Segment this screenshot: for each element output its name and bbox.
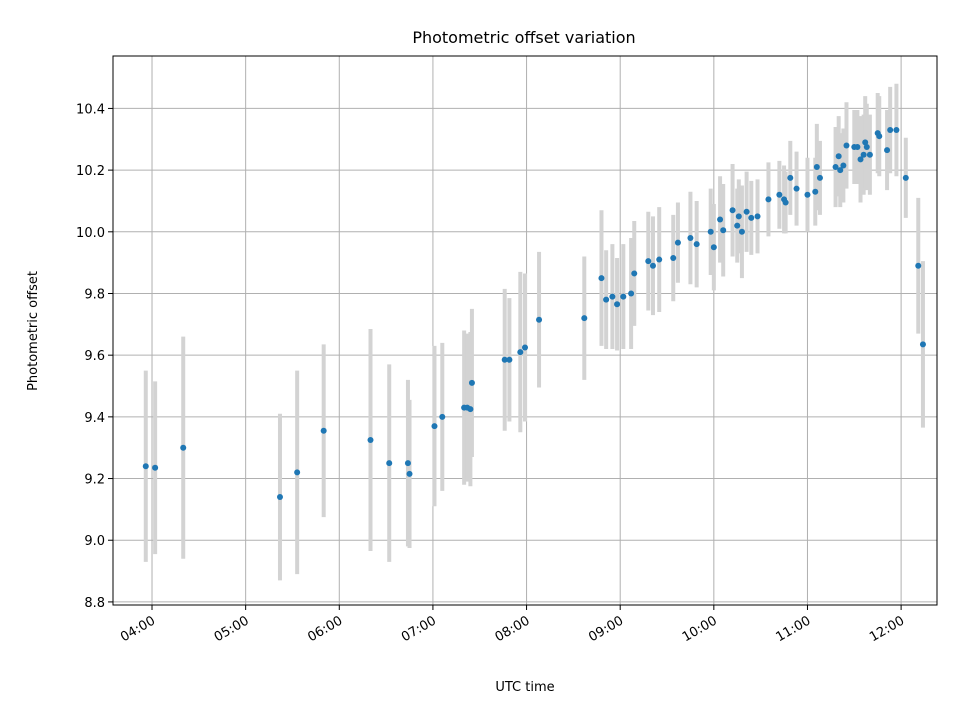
data-point bbox=[517, 349, 524, 356]
data-point bbox=[717, 216, 724, 223]
data-point bbox=[645, 258, 652, 265]
data-point bbox=[501, 356, 508, 363]
data-point bbox=[840, 162, 847, 169]
data-point bbox=[276, 494, 283, 501]
data-point bbox=[837, 167, 844, 174]
data-point bbox=[729, 207, 736, 214]
y-tick-label: 10.4 bbox=[76, 102, 105, 117]
data-point bbox=[603, 296, 610, 303]
data-point bbox=[735, 213, 742, 220]
data-point bbox=[506, 356, 513, 363]
data-point bbox=[720, 227, 727, 234]
data-point bbox=[674, 239, 681, 246]
data-point bbox=[294, 469, 301, 476]
data-point bbox=[439, 413, 446, 420]
data-point bbox=[142, 463, 149, 470]
data-point bbox=[180, 444, 187, 451]
data-point bbox=[581, 315, 588, 322]
data-point bbox=[710, 244, 717, 251]
data-point bbox=[620, 293, 627, 300]
data-point bbox=[687, 234, 694, 241]
data-point bbox=[782, 199, 789, 206]
y-tick-label: 8.8 bbox=[84, 596, 105, 611]
data-point bbox=[609, 293, 616, 300]
data-point bbox=[787, 174, 794, 181]
data-point bbox=[765, 196, 772, 203]
y-tick-label: 9.8 bbox=[84, 287, 105, 302]
y-tick-label: 9.6 bbox=[84, 349, 105, 364]
data-point bbox=[631, 270, 638, 277]
data-point bbox=[884, 147, 891, 154]
data-point bbox=[404, 460, 411, 467]
data-point bbox=[386, 460, 393, 467]
data-point bbox=[468, 379, 475, 386]
data-point bbox=[614, 301, 621, 308]
plot-frame bbox=[112, 55, 938, 606]
data-point bbox=[522, 344, 528, 351]
data-point bbox=[707, 228, 714, 235]
y-tick-label: 9.4 bbox=[84, 411, 105, 426]
x-axis-label: UTC time bbox=[495, 680, 554, 695]
data-point bbox=[863, 143, 870, 150]
data-point bbox=[854, 143, 861, 150]
y-tick-label: 10.2 bbox=[76, 164, 105, 179]
data-point bbox=[843, 142, 850, 149]
data-point bbox=[320, 427, 327, 434]
data-point bbox=[776, 191, 783, 198]
data-points bbox=[142, 127, 926, 501]
data-point bbox=[152, 464, 159, 471]
data-point bbox=[876, 133, 883, 140]
data-point bbox=[832, 164, 839, 171]
data-point bbox=[743, 208, 750, 215]
data-point bbox=[748, 214, 755, 221]
y-tick-label: 9.2 bbox=[84, 473, 105, 488]
data-point bbox=[754, 213, 761, 220]
data-point bbox=[893, 127, 900, 134]
data-point bbox=[734, 222, 741, 229]
data-point bbox=[862, 139, 869, 146]
data-point bbox=[816, 174, 823, 181]
data-point bbox=[804, 191, 811, 198]
data-point bbox=[467, 406, 474, 413]
data-point bbox=[812, 188, 819, 195]
data-point bbox=[738, 228, 745, 235]
data-point bbox=[649, 262, 656, 269]
data-point bbox=[835, 153, 842, 160]
data-point bbox=[860, 151, 867, 158]
y-tick-label: 10.0 bbox=[76, 226, 105, 241]
data-point bbox=[431, 423, 438, 430]
y-tick-label: 9.0 bbox=[84, 534, 105, 549]
data-point bbox=[902, 174, 909, 181]
data-point bbox=[887, 127, 894, 134]
data-point bbox=[628, 290, 635, 297]
data-point bbox=[793, 185, 800, 192]
data-point bbox=[406, 470, 413, 477]
data-point bbox=[536, 316, 543, 323]
data-point bbox=[670, 255, 677, 262]
data-point bbox=[598, 275, 605, 282]
data-point bbox=[919, 341, 926, 348]
data-point bbox=[656, 256, 663, 263]
data-point bbox=[813, 164, 820, 171]
data-point bbox=[866, 151, 873, 158]
y-axis-label: Photometric offset bbox=[26, 271, 41, 391]
data-point bbox=[367, 436, 374, 443]
data-point bbox=[915, 262, 922, 269]
data-point bbox=[693, 241, 700, 248]
data-point bbox=[857, 156, 864, 163]
chart-title: Photometric offset variation bbox=[412, 28, 635, 47]
